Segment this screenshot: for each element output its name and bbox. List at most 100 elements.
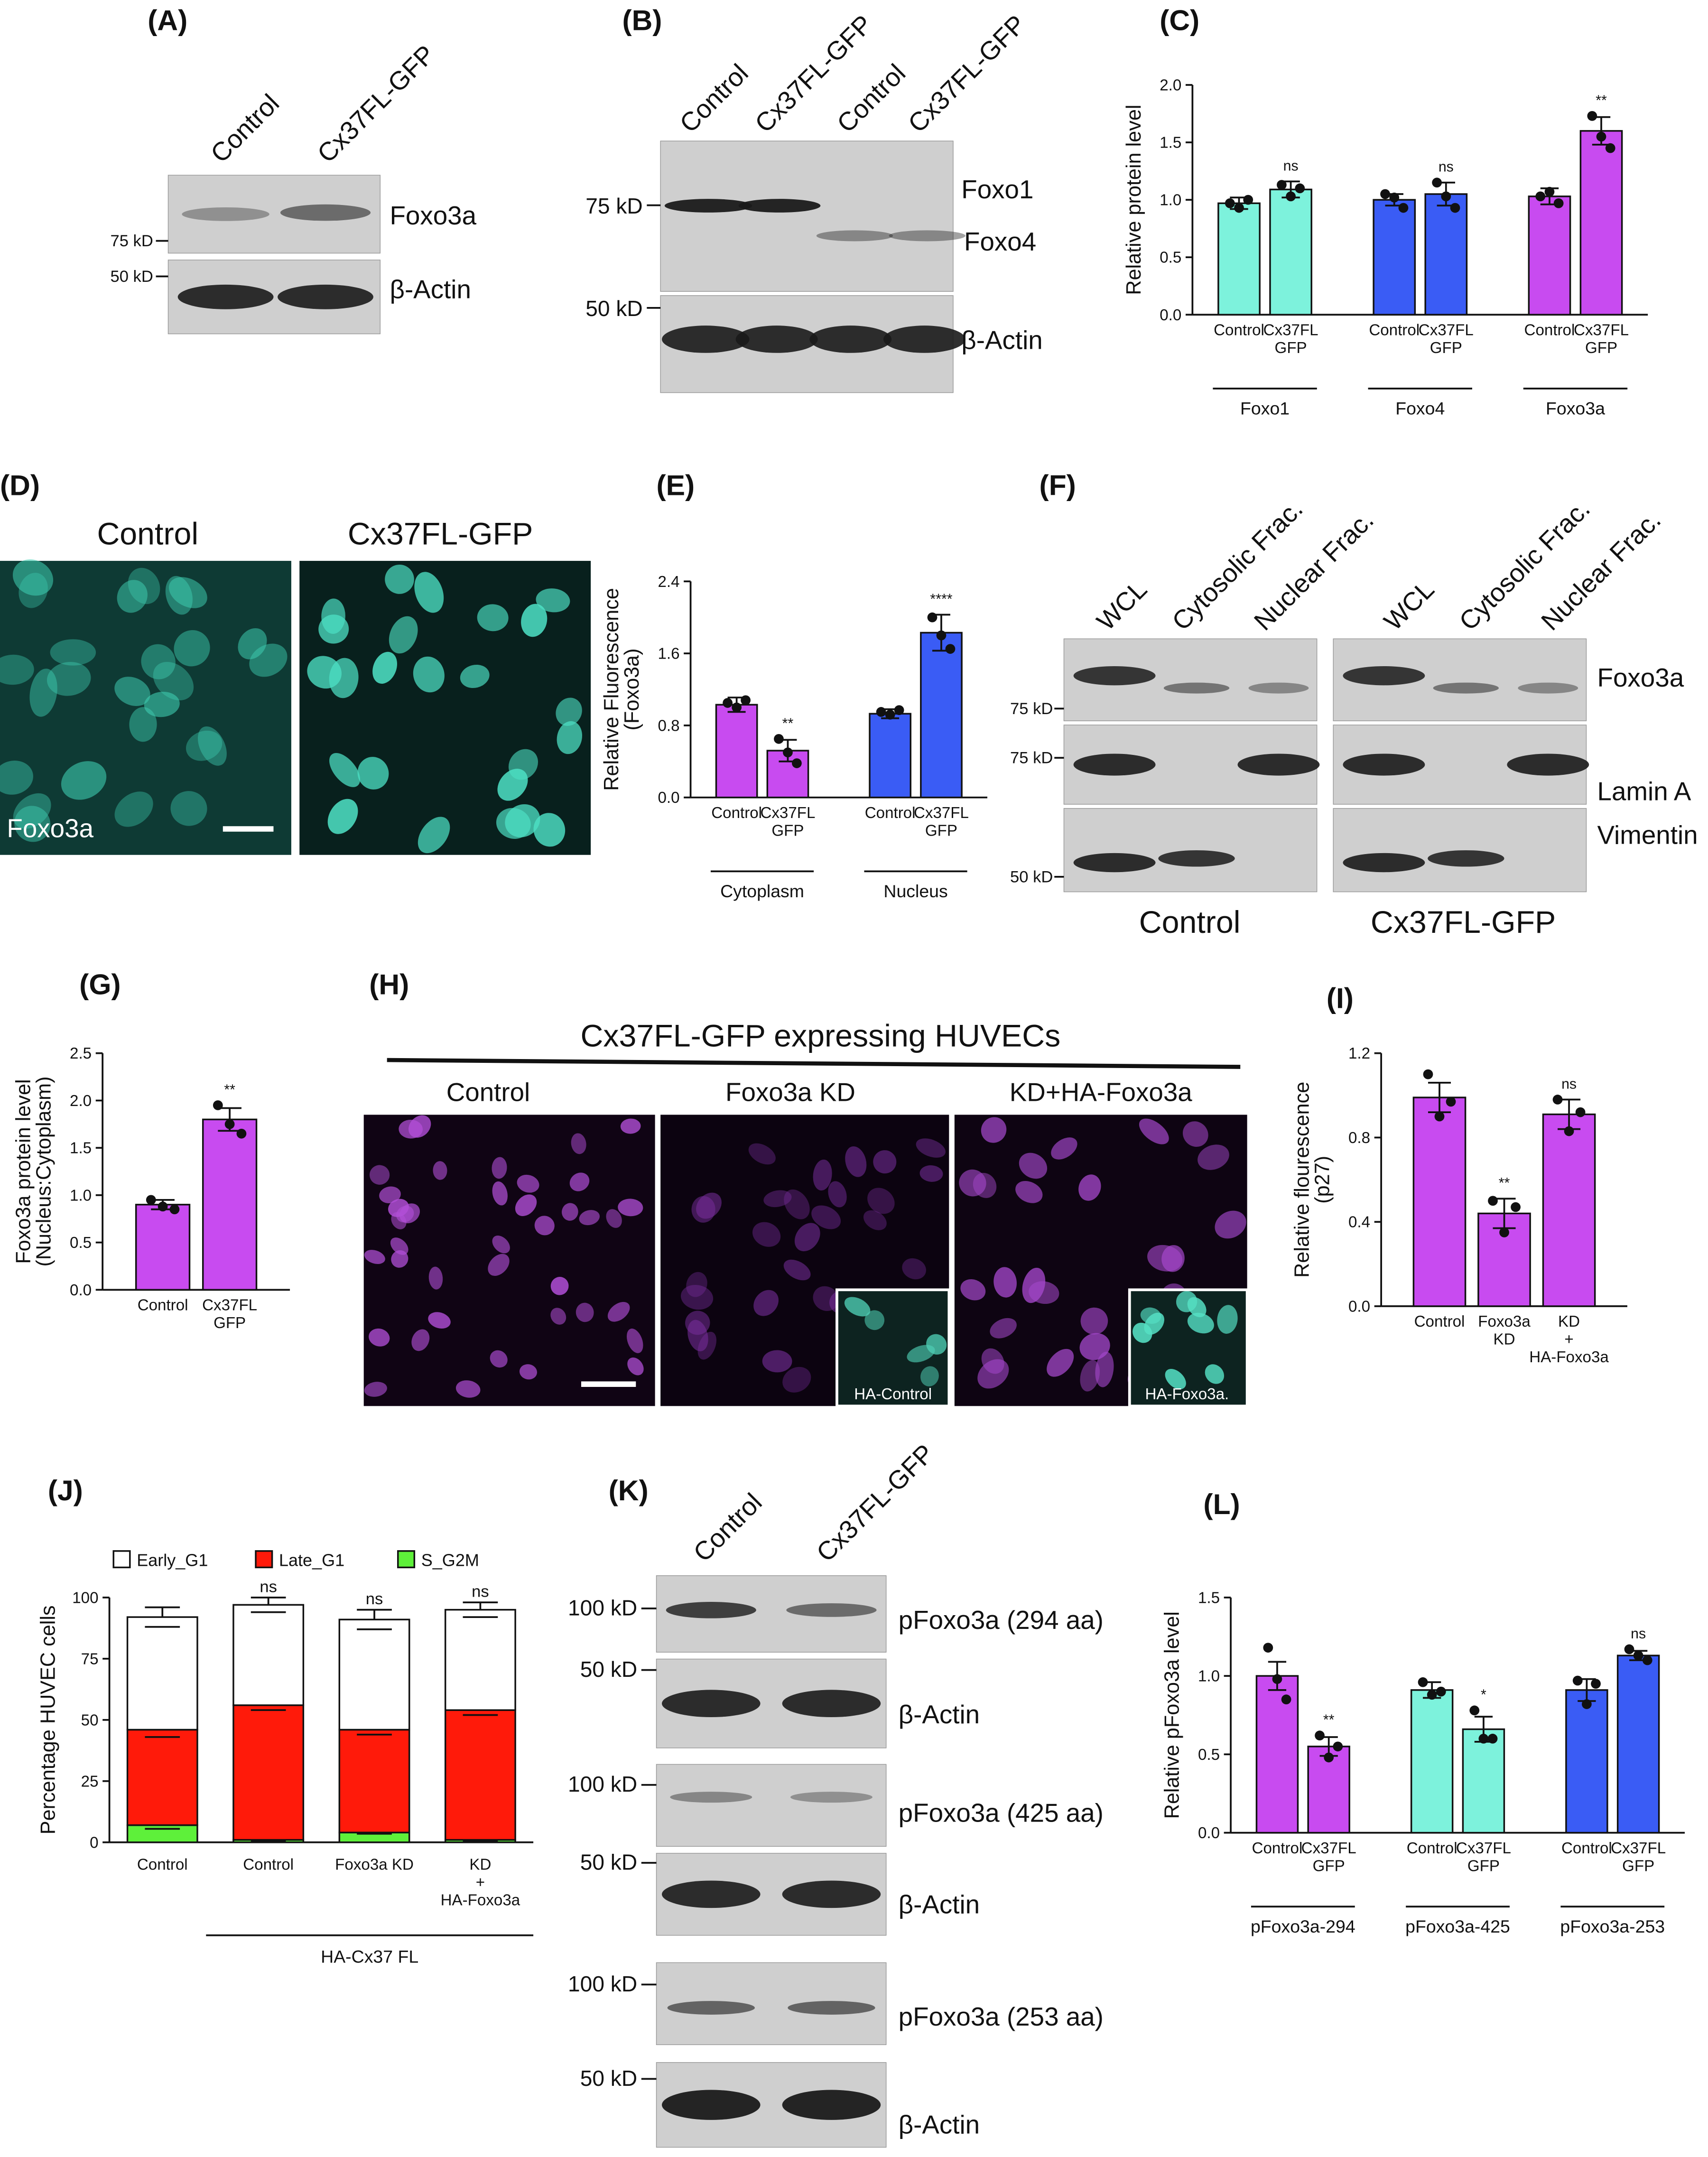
nucleus: [863, 1210, 887, 1230]
nucleus: [329, 753, 361, 787]
nucleus: [1080, 1360, 1100, 1392]
nucleus: [369, 1328, 390, 1347]
nucleus: [557, 721, 583, 754]
data-point: [213, 1100, 223, 1110]
y-tick-label: 0.5: [1160, 249, 1181, 267]
nucleus: [1147, 1245, 1183, 1272]
band: [735, 325, 818, 353]
x-tick-label: GFP: [771, 822, 804, 839]
nucleus: [492, 1235, 510, 1254]
nucleus: [556, 697, 582, 726]
significance-label: ns: [472, 1583, 489, 1601]
nucleus: [686, 1272, 707, 1297]
nucleus: [318, 614, 349, 644]
y-tick-label: 2.5: [70, 1045, 92, 1062]
band: [1158, 850, 1235, 867]
group-label: pFoxo3a-425: [1405, 1916, 1510, 1936]
x-tick-label: Control: [138, 1297, 188, 1314]
significance-label: ns: [260, 1578, 277, 1596]
band: [790, 1792, 873, 1803]
data-point: [885, 709, 895, 720]
y-axis-title: (p27): [1311, 1156, 1334, 1204]
x-tick-label: Cx37FL: [1574, 321, 1629, 339]
y-tick-label: 0.8: [658, 717, 679, 734]
nucleus: [571, 1133, 586, 1154]
nucleus: [369, 1165, 390, 1185]
x-tick-label: Control: [1524, 321, 1575, 339]
y-tick-label: 1.0: [70, 1187, 92, 1204]
marker-label: 50 kD: [585, 296, 642, 321]
data-point: [894, 705, 904, 716]
nucleus: [460, 664, 490, 688]
significance-label: *: [1481, 1687, 1486, 1703]
group-label: Cytoplasm: [720, 881, 804, 901]
nucleus: [828, 1181, 847, 1208]
y-axis-title: Percentage HUVEC cells: [37, 1605, 59, 1834]
nucleus: [521, 604, 548, 637]
band: [782, 1880, 881, 1908]
marker-label: 75 kD: [1010, 700, 1053, 718]
significance-label: ns: [1283, 158, 1299, 174]
nucleus: [1217, 1305, 1238, 1334]
data-point: [1225, 198, 1235, 208]
y-tick-label: 0.8: [1348, 1129, 1370, 1147]
x-tick-label: KD: [1494, 1331, 1515, 1348]
nucleus: [794, 1223, 820, 1252]
band: [1163, 682, 1230, 694]
bar-segment: [338, 1729, 410, 1833]
nucleus: [174, 630, 210, 667]
band: [662, 1880, 761, 1908]
nucleus: [959, 1169, 986, 1197]
nucleus: [681, 1284, 714, 1310]
nucleus: [782, 1367, 811, 1393]
protein-label: pFoxo3a (253 aa): [899, 2002, 1104, 2031]
condition-label: Control: [1139, 905, 1241, 940]
nucleus: [1215, 1210, 1246, 1239]
nucleus: [534, 1216, 555, 1236]
marker-label: 75 kD: [110, 232, 153, 250]
nucleus: [873, 1150, 897, 1174]
bar: [1217, 202, 1261, 316]
panel-label: (J): [48, 1474, 83, 1506]
nucleus: [562, 1203, 578, 1221]
x-tick-label: KD: [1558, 1313, 1580, 1330]
nucleus: [696, 1192, 722, 1219]
nucleus: [981, 1117, 1007, 1143]
nucleus: [14, 806, 51, 842]
significance-label: **: [224, 1082, 235, 1097]
data-point: [936, 630, 947, 641]
bar-segment: [444, 1709, 516, 1841]
band: [1073, 666, 1156, 686]
nucleus: [579, 1210, 600, 1226]
nucleus: [13, 793, 51, 829]
nucleus: [845, 1146, 867, 1177]
y-tick-label: 25: [81, 1773, 99, 1790]
band: [280, 204, 371, 221]
data-point: [945, 644, 956, 654]
data-point: [1499, 1227, 1509, 1237]
y-tick-label: 0.5: [70, 1234, 92, 1252]
nucleus: [811, 1205, 841, 1229]
nucleus: [783, 1259, 811, 1281]
significance-label: **: [782, 716, 794, 731]
data-point: [1418, 1677, 1428, 1687]
legend-label: Late_G1: [279, 1551, 344, 1570]
condition-label: Cx37FL-GFP: [1371, 905, 1556, 940]
nucleus: [428, 1266, 443, 1290]
data-point: [1281, 1694, 1291, 1705]
nucleus: [1051, 1137, 1077, 1160]
x-tick-label: Cx37FL: [1419, 321, 1474, 339]
title-rule: [387, 1058, 1241, 1069]
nucleus: [569, 1172, 590, 1191]
nucleus: [153, 662, 194, 701]
nucleus: [550, 1277, 569, 1295]
data-point: [732, 702, 742, 713]
data-point: [1234, 203, 1244, 213]
nucleus: [920, 1366, 939, 1386]
y-tick-label: 2.0: [70, 1092, 92, 1110]
significance-label: ns: [1631, 1626, 1646, 1642]
nucleus: [488, 1254, 510, 1276]
data-point: [1389, 192, 1400, 203]
marker-label: 50 kD: [110, 268, 153, 286]
data-point: [774, 734, 784, 744]
